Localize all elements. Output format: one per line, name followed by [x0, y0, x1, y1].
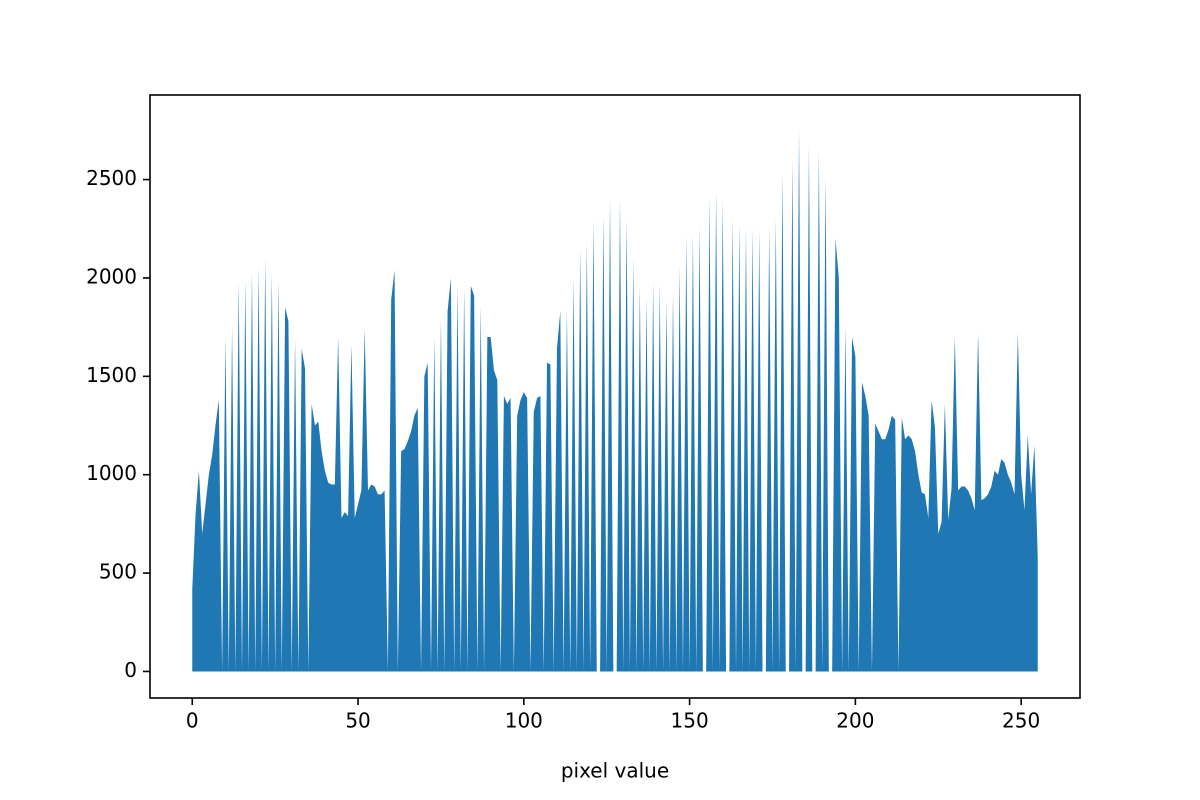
x-tick-label: 100: [505, 709, 543, 733]
y-tick-label: 2500: [86, 166, 137, 190]
area: [192, 128, 1038, 672]
y-tick-label: 0: [124, 658, 137, 682]
x-tick-label: 150: [671, 709, 709, 733]
x-tick-label: 250: [1002, 709, 1040, 733]
y-tick-label: 1000: [86, 461, 137, 485]
y-tick-label: 1500: [86, 363, 137, 387]
x-axis-label: pixel value: [561, 759, 669, 783]
plot-frame: [149, 94, 1081, 699]
y-tick-label: 2000: [86, 264, 137, 288]
x-tick-label: 0: [186, 709, 199, 733]
y-tick-label: 500: [99, 560, 137, 584]
x-tick-label: 200: [836, 709, 874, 733]
x-tick-label: 50: [345, 709, 370, 733]
